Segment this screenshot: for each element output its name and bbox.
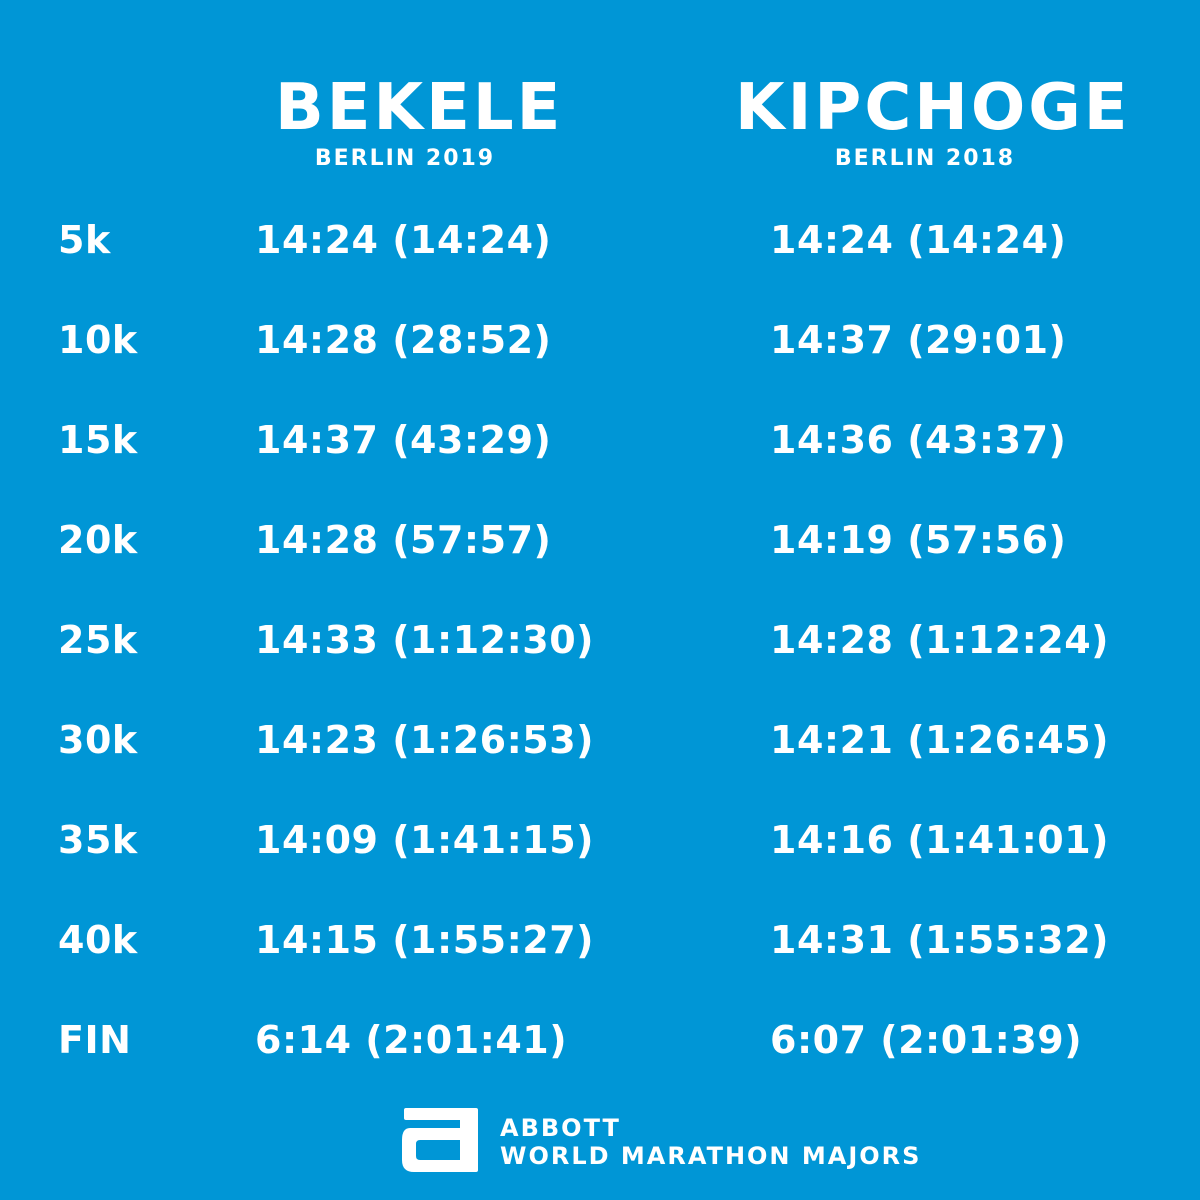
split-row: 5k 14:24 (14:24) 14:24 (14:24) <box>0 210 1200 270</box>
split-row: 25k 14:33 (1:12:30) 14:28 (1:12:24) <box>0 610 1200 670</box>
bekele-split: 14:37 (43:29) <box>255 418 552 462</box>
split-row: 35k 14:09 (1:41:15) 14:16 (1:41:01) <box>0 810 1200 870</box>
athlete-header-kipchoge: KIPCHOGE BERLIN 2018 <box>735 70 1131 172</box>
distance-label: 40k <box>58 918 138 962</box>
kipchoge-split: 14:36 (43:37) <box>770 418 1067 462</box>
distance-label: 5k <box>58 218 111 262</box>
bekele-split: 14:33 (1:12:30) <box>255 618 595 662</box>
athlete-name: KIPCHOGE <box>735 71 1131 145</box>
bekele-split: 14:09 (1:41:15) <box>255 818 595 862</box>
split-row: 10k 14:28 (28:52) 14:37 (29:01) <box>0 310 1200 370</box>
kipchoge-split: 14:37 (29:01) <box>770 318 1067 362</box>
abbott-logo-icon <box>402 1108 478 1172</box>
distance-label: 15k <box>58 418 138 462</box>
kipchoge-split: 14:16 (1:41:01) <box>770 818 1110 862</box>
race-label: BERLIN 2018 <box>834 146 1016 171</box>
kipchoge-split: 14:19 (57:56) <box>770 518 1067 562</box>
distance-label: 20k <box>58 518 138 562</box>
distance-label: 10k <box>58 318 138 362</box>
race-label: BERLIN 2019 <box>314 146 496 171</box>
kipchoge-split: 6:07 (2:01:39) <box>770 1018 1083 1062</box>
distance-label: 25k <box>58 618 138 662</box>
logo-text: ABBOTT WORLD MARATHON MAJORS <box>500 1114 921 1170</box>
bekele-split: 14:24 (14:24) <box>255 218 552 262</box>
distance-label: 30k <box>58 718 138 762</box>
athlete-header-bekele: BEKELE BERLIN 2019 <box>275 70 564 172</box>
split-row: 40k 14:15 (1:55:27) 14:31 (1:55:32) <box>0 910 1200 970</box>
kipchoge-split: 14:21 (1:26:45) <box>770 718 1110 762</box>
split-row: 30k 14:23 (1:26:53) 14:21 (1:26:45) <box>0 710 1200 770</box>
distance-label: FIN <box>58 1018 132 1062</box>
bekele-split: 6:14 (2:01:41) <box>255 1018 568 1062</box>
logo-line-2: WORLD MARATHON MAJORS <box>500 1142 922 1170</box>
bekele-split: 14:28 (57:57) <box>255 518 552 562</box>
kipchoge-split: 14:31 (1:55:32) <box>770 918 1110 962</box>
abbott-wmm-logo: ABBOTT WORLD MARATHON MAJORS <box>400 1106 960 1176</box>
athlete-name: BEKELE <box>275 71 564 145</box>
distance-label: 35k <box>58 818 138 862</box>
logo-line-1: ABBOTT <box>500 1114 621 1142</box>
kipchoge-split: 14:24 (14:24) <box>770 218 1067 262</box>
split-row: FIN 6:14 (2:01:41) 6:07 (2:01:39) <box>0 1010 1200 1070</box>
split-row: 15k 14:37 (43:29) 14:36 (43:37) <box>0 410 1200 470</box>
split-row: 20k 14:28 (57:57) 14:19 (57:56) <box>0 510 1200 570</box>
bekele-split: 14:28 (28:52) <box>255 318 552 362</box>
kipchoge-split: 14:28 (1:12:24) <box>770 618 1110 662</box>
bekele-split: 14:23 (1:26:53) <box>255 718 595 762</box>
bekele-split: 14:15 (1:55:27) <box>255 918 595 962</box>
